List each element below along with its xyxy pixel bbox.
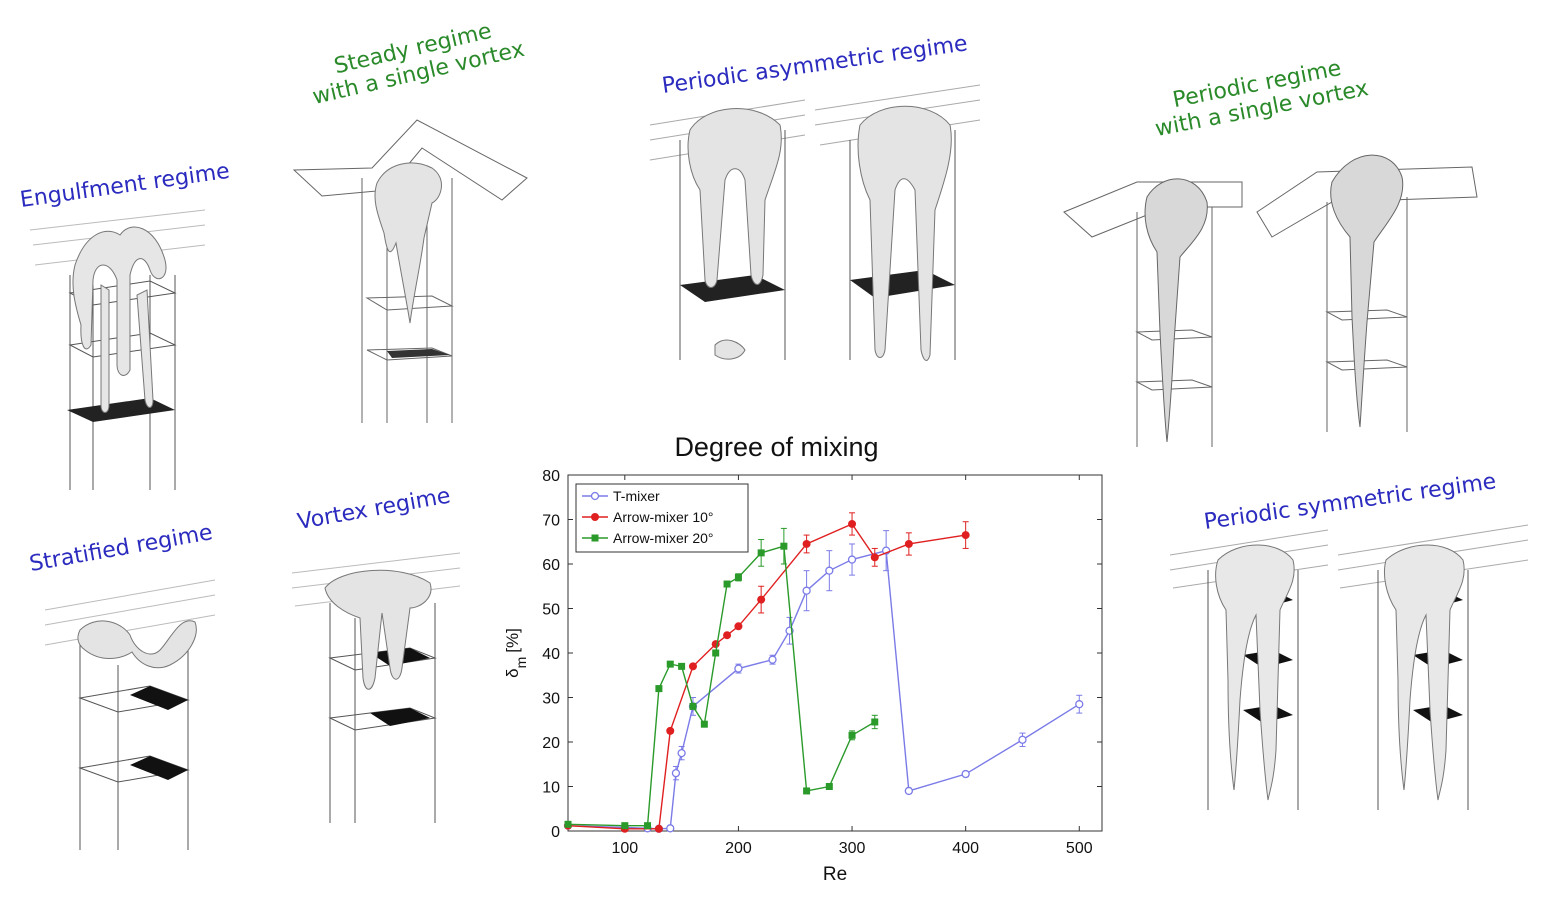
data-point	[688, 662, 697, 671]
series-3	[564, 527, 879, 830]
data-point	[654, 824, 663, 833]
data-point	[757, 595, 766, 604]
data-point	[848, 731, 856, 739]
legend-label: Arrow-mixer 10°	[613, 509, 714, 525]
data-point	[768, 655, 777, 664]
stratified-regime-illustration	[44, 579, 216, 850]
data-point	[961, 769, 970, 779]
data-point	[825, 783, 833, 790]
axis-ticks: 100 200 300 400 500 0 10 20 30 40 50 60 70 80	[542, 468, 1102, 857]
data-point	[802, 586, 811, 595]
data-point	[711, 640, 720, 649]
data-point	[590, 491, 600, 501]
data-point	[723, 580, 731, 588]
chart-title: Degree of mixing	[674, 432, 879, 462]
x-tick-label: 400	[952, 840, 979, 857]
data-point	[757, 549, 765, 557]
data-point	[666, 726, 675, 735]
data-point	[666, 824, 675, 833]
stratified-regime-text: Stratified regime	[27, 520, 215, 578]
vortex-regime-label: Vortex regime	[296, 484, 453, 536]
data-point	[825, 566, 834, 575]
data-point	[591, 534, 599, 542]
degree-of-mixing-chart: 100 200 300 400 500 0 10 20 30 40 50 60 70 80 Re δm [%…	[503, 468, 1103, 885]
series-line	[567, 523, 966, 830]
y-tick-label: 50	[542, 602, 560, 619]
x-tick-label: 500	[1066, 840, 1093, 857]
data-point	[712, 649, 720, 657]
steady-regime-illustration	[292, 119, 528, 423]
periodic-asymmetric-illustration	[649, 84, 981, 361]
data-point	[677, 748, 686, 758]
periodic-single-vortex-regime-label: Periodic regime with a single vortex	[1148, 52, 1370, 143]
data-point	[621, 822, 629, 830]
data-point	[803, 787, 811, 795]
data-point	[780, 542, 788, 550]
vortex-regime-text: Vortex regime	[295, 483, 453, 536]
periodic-symmetric-illustration	[1169, 524, 1529, 810]
y-tick-label: 20	[542, 735, 560, 752]
y-axis-label-unit: [%]	[503, 628, 522, 653]
data-point	[666, 660, 674, 668]
periodic-single-vortex-illustration	[1063, 154, 1478, 447]
data-point	[734, 573, 742, 581]
data-point	[848, 519, 857, 528]
y-tick-label: 70	[542, 513, 560, 530]
data-point	[1018, 735, 1027, 744]
data-point	[723, 631, 732, 640]
data-point	[802, 539, 811, 548]
y-tick-label: 30	[542, 691, 560, 708]
data-point	[671, 768, 681, 778]
data-point	[904, 539, 913, 548]
data-point	[591, 513, 599, 521]
x-tick-label: 200	[725, 840, 752, 857]
y-tick-label: 80	[542, 468, 560, 485]
data-series	[563, 512, 1084, 833]
x-tick-label: 300	[839, 840, 866, 857]
y-axis-label-main: δ	[503, 668, 522, 677]
y-tick-label: 40	[542, 646, 560, 663]
data-point	[871, 718, 879, 726]
data-point	[644, 822, 652, 830]
y-tick-label: 0	[551, 824, 560, 841]
stratified-regime-label: Stratified regime	[28, 520, 215, 577]
legend-label: Arrow-mixer 20°	[613, 530, 714, 546]
data-point	[734, 622, 743, 631]
data-point	[734, 664, 743, 673]
data-point	[678, 662, 686, 670]
data-point	[655, 685, 663, 693]
x-tick-label: 100	[611, 840, 638, 857]
data-point	[961, 531, 970, 540]
y-axis-label: δm [%]	[503, 628, 529, 678]
engulfment-regime-illustration	[29, 209, 206, 490]
chart-legend: T-mixer Arrow-mixer 10° Arrow-mixer 20°	[575, 483, 749, 553]
legend-label: T-mixer	[613, 488, 660, 504]
vortex-regime-illustration	[291, 552, 461, 823]
steady-regime-label: Steady regime with a single vortex	[305, 13, 527, 111]
x-axis-label: Re	[823, 864, 847, 885]
y-axis-label-sub: m	[513, 657, 529, 669]
y-tick-label: 60	[542, 557, 560, 574]
data-point	[689, 702, 697, 710]
y-tick-label: 10	[542, 780, 560, 797]
data-point	[904, 786, 914, 796]
data-point	[700, 720, 708, 728]
data-point	[564, 820, 572, 828]
data-point	[870, 553, 879, 562]
data-point	[847, 555, 857, 564]
data-point	[1075, 700, 1084, 709]
